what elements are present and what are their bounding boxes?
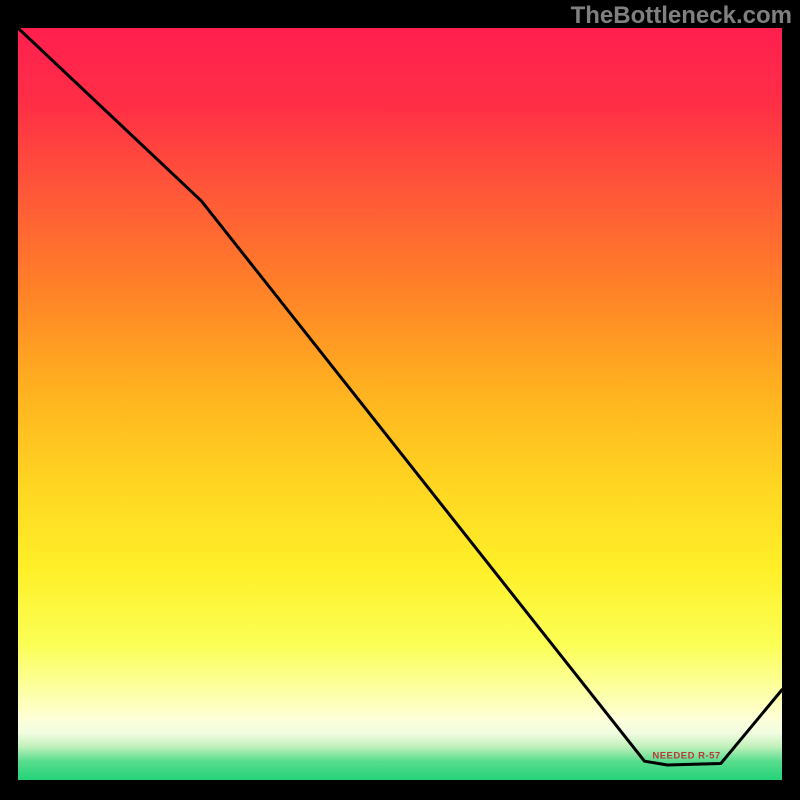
chart-container: NEEDED R-57 TheBottleneck.com — [0, 0, 800, 800]
needed-label: NEEDED R-57 — [652, 750, 720, 761]
bottleneck-curve — [18, 28, 782, 765]
watermark-text: TheBottleneck.com — [571, 2, 792, 30]
chart-svg — [0, 0, 800, 800]
